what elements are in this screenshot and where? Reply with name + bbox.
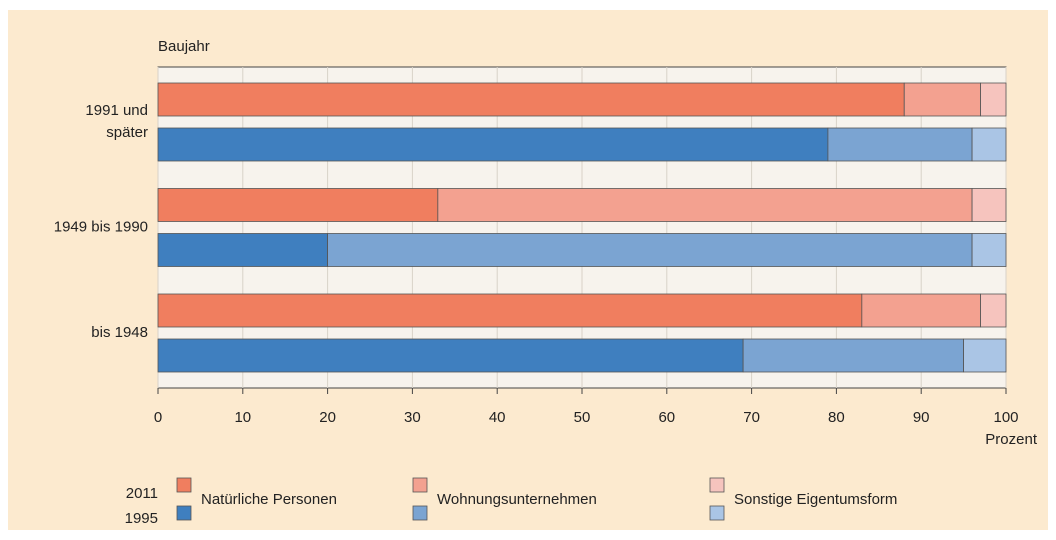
y-axis-label: Baujahr <box>158 38 210 55</box>
legend-year: 2011 <box>126 485 158 502</box>
x-tick-label: 90 <box>913 409 930 426</box>
legend-label: Sonstige Eigentumsform <box>734 491 897 508</box>
bar-segment <box>903 82 981 117</box>
bar-segment <box>963 338 1007 373</box>
bar-segment <box>971 188 1007 222</box>
bar-segment <box>971 127 1007 162</box>
x-tick-label: 100 <box>993 409 1018 426</box>
bar-segment <box>980 293 1007 328</box>
bar-segment <box>980 82 1007 117</box>
x-tick-label: 70 <box>743 409 760 426</box>
x-tick-label: 10 <box>234 409 251 426</box>
legend-year: 1995 <box>125 510 158 527</box>
x-tick-label: 40 <box>489 409 506 426</box>
y-tick-label: 1949 bis 1990 <box>54 218 148 235</box>
x-tick-label: 50 <box>574 409 591 426</box>
bar-segment <box>971 233 1007 267</box>
y-tick-label: später <box>106 124 148 141</box>
y-tick-label: bis 1948 <box>91 324 148 341</box>
legend-swatch <box>709 477 725 493</box>
bar-segment <box>157 338 744 373</box>
bar-segment <box>437 188 973 222</box>
x-tick-label: 0 <box>154 409 162 426</box>
x-tick-label: 20 <box>319 409 336 426</box>
bar-segment <box>157 233 329 267</box>
bar-segment <box>157 188 439 222</box>
legend-swatch <box>412 477 428 493</box>
bar-segment <box>742 338 964 373</box>
bar-segment <box>157 293 863 328</box>
x-tick-label: 80 <box>828 409 845 426</box>
x-axis-label: Prozent <box>985 431 1038 448</box>
legend-swatch <box>176 477 192 493</box>
legend-label: Natürliche Personen <box>201 491 337 508</box>
x-tick-label: 60 <box>658 409 675 426</box>
legend-swatch <box>412 505 428 521</box>
bar-segment <box>861 293 981 328</box>
y-tick-label: 1991 und <box>85 102 148 119</box>
bar-segment <box>327 233 973 267</box>
x-tick-label: 30 <box>404 409 421 426</box>
legend-label: Wohnungsunternehmen <box>437 491 597 508</box>
legend-swatch <box>709 505 725 521</box>
bar-segment <box>157 82 905 117</box>
bar-segment <box>827 127 973 162</box>
bar-segment <box>157 127 829 162</box>
legend-swatch <box>176 505 192 521</box>
